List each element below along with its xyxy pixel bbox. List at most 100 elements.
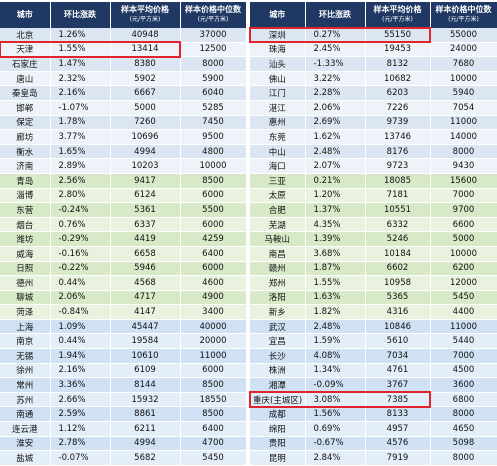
city: 连云港 bbox=[0, 421, 51, 437]
table-row: 连云港 1.12% 6211 6400 bbox=[0, 421, 247, 437]
median-price: 5098 bbox=[430, 436, 497, 452]
avg-price: 40948 bbox=[110, 28, 181, 43]
column-header: 样本价格中位数 (元/平方米) bbox=[180, 2, 247, 28]
avg-price: 5946 bbox=[110, 261, 181, 277]
median-price: 5450 bbox=[430, 290, 497, 306]
price-table: 城市 环比涨跌 样本平均价格 (元/平方米) 样本价格中位数 (元/平方米) 深圳 0.27%… bbox=[250, 2, 497, 466]
median-price: 12000 bbox=[430, 275, 497, 291]
header-unit: (元/平方米) bbox=[382, 16, 413, 23]
city: 苏州 bbox=[0, 392, 51, 408]
city: 太原 bbox=[250, 188, 306, 204]
table-row: 马鞍山 1.39% 5246 5000 bbox=[250, 231, 497, 247]
city: 南昌 bbox=[250, 246, 306, 262]
city: 烟台 bbox=[0, 217, 51, 233]
table-row: 威海 -0.16% 6658 6400 bbox=[0, 246, 247, 262]
median-price: 6800 bbox=[430, 392, 497, 408]
avg-price: 8133 bbox=[365, 406, 431, 423]
change: 0.21% bbox=[305, 173, 366, 189]
city: 宜昌 bbox=[250, 333, 306, 350]
avg-price: 4717 bbox=[110, 290, 181, 306]
median-price: 8000 bbox=[430, 450, 497, 466]
header-label: 样本价格中位数 bbox=[185, 5, 241, 14]
avg-price: 7034 bbox=[365, 348, 431, 364]
change: -0.29% bbox=[50, 231, 111, 247]
change: 4.35% bbox=[305, 217, 366, 233]
avg-price: 4994 bbox=[110, 144, 181, 160]
median-price: 11000 bbox=[430, 319, 497, 335]
change: 2.89% bbox=[50, 158, 111, 174]
change: 2.69% bbox=[305, 115, 366, 131]
city: 绵阳 bbox=[250, 421, 306, 437]
median-price: 6000 bbox=[180, 188, 247, 204]
median-price: 18550 bbox=[180, 392, 247, 408]
table-row: 淄博 2.80% 6124 6000 bbox=[0, 188, 247, 204]
table-row: 重庆(主城区) 3.08% 7385 6800 bbox=[250, 392, 497, 408]
avg-price: 7181 bbox=[365, 188, 431, 204]
median-price: 8500 bbox=[180, 377, 247, 393]
table-row: 潍坊 -0.29% 4419 4259 bbox=[0, 231, 247, 247]
column-header: 环比涨跌 bbox=[305, 2, 366, 28]
table-row: 长沙 4.08% 7034 7000 bbox=[250, 348, 497, 364]
table-row: 绵阳 0.69% 4957 4650 bbox=[250, 421, 497, 437]
city: 上海 bbox=[0, 319, 51, 335]
city: 重庆(主城区) bbox=[250, 392, 306, 408]
avg-price: 4576 bbox=[365, 436, 431, 452]
median-price: 5940 bbox=[430, 85, 497, 101]
median-price: 7450 bbox=[180, 115, 247, 131]
table-row: 保定 1.78% 7260 7450 bbox=[0, 115, 247, 131]
change: -0.67% bbox=[305, 436, 366, 452]
city: 威海 bbox=[0, 246, 51, 262]
change: -0.16% bbox=[50, 246, 111, 262]
city: 邯郸 bbox=[0, 100, 51, 116]
change: 1.47% bbox=[50, 56, 111, 72]
change: 2.56% bbox=[50, 173, 111, 189]
city: 德州 bbox=[0, 275, 51, 291]
change: 3.68% bbox=[305, 246, 366, 262]
median-price: 24000 bbox=[430, 42, 497, 58]
table-row: 苏州 2.66% 15932 18550 bbox=[0, 392, 247, 408]
header-label: 城市 bbox=[269, 10, 286, 19]
table-row: 上海 1.09% 45447 40000 bbox=[0, 319, 247, 335]
table-row: 芜湖 4.35% 6332 6600 bbox=[250, 217, 497, 233]
city: 成都 bbox=[250, 406, 306, 423]
avg-price: 6203 bbox=[365, 85, 431, 101]
header-unit: (元/平方米) bbox=[129, 16, 161, 23]
change: -0.22% bbox=[50, 261, 111, 277]
change: 2.59% bbox=[50, 406, 111, 423]
table-row: 贵阳 -0.67% 4576 5098 bbox=[250, 436, 497, 452]
header-label: 环比涨跌 bbox=[64, 10, 96, 19]
table-row: 珠海 2.45% 19453 24000 bbox=[250, 42, 497, 58]
avg-price: 18085 bbox=[365, 173, 431, 189]
city: 衡水 bbox=[0, 144, 51, 160]
table-row: 洛阳 1.63% 5365 5450 bbox=[250, 290, 497, 306]
median-price: 40000 bbox=[180, 319, 247, 335]
avg-price: 9723 bbox=[365, 158, 431, 174]
table-row: 株洲 1.34% 4761 4500 bbox=[250, 363, 497, 379]
change: 2.06% bbox=[50, 290, 111, 306]
avg-price: 6109 bbox=[110, 363, 181, 379]
change: 1.59% bbox=[305, 333, 366, 350]
column-header: 城市 bbox=[250, 2, 306, 28]
table-row: 廊坊 3.77% 10696 9500 bbox=[0, 129, 247, 145]
avg-price: 5000 bbox=[110, 100, 181, 116]
city: 佛山 bbox=[250, 71, 306, 87]
median-price: 6000 bbox=[180, 363, 247, 379]
median-price: 20000 bbox=[180, 333, 247, 350]
avg-price: 10696 bbox=[110, 129, 181, 145]
table-row: 武汉 2.48% 10846 11000 bbox=[250, 319, 497, 335]
city: 无锡 bbox=[0, 348, 51, 364]
change: -0.84% bbox=[50, 304, 111, 320]
avg-price: 5361 bbox=[110, 202, 181, 218]
avg-price: 10184 bbox=[365, 246, 431, 262]
change: 1.55% bbox=[305, 275, 366, 291]
city: 合肥 bbox=[250, 202, 306, 218]
median-price: 4500 bbox=[430, 363, 497, 379]
price-table: 城市 环比涨跌 样本平均价格 (元/平方米) 样本价格中位数 (元/平方米) 北京 1.26%… bbox=[0, 2, 247, 466]
city: 马鞍山 bbox=[250, 231, 306, 247]
median-price: 6600 bbox=[430, 217, 497, 233]
avg-price: 5682 bbox=[110, 450, 181, 466]
change: 0.76% bbox=[50, 217, 111, 233]
avg-price: 10203 bbox=[110, 158, 181, 174]
header-label: 样本平均价格 bbox=[373, 5, 422, 14]
table-row: 成都 1.56% 8133 8000 bbox=[250, 406, 497, 423]
